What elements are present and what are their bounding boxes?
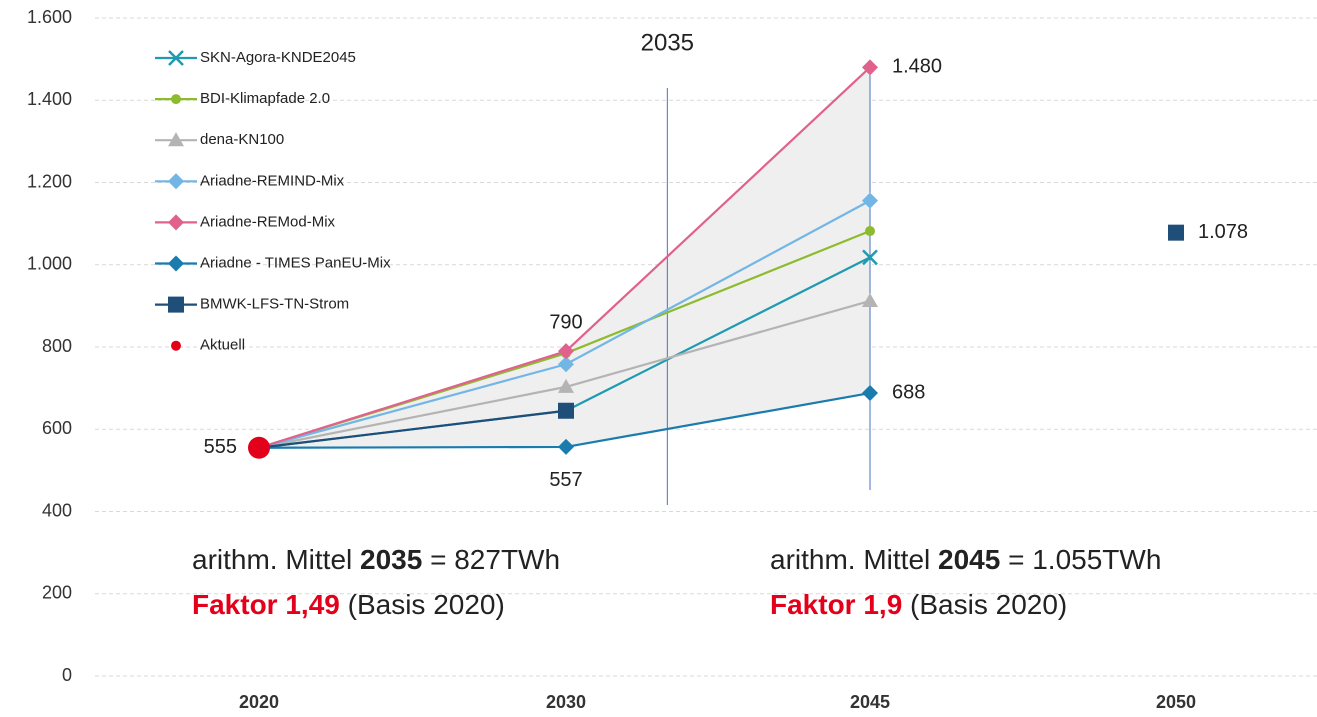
legend-marker bbox=[171, 94, 181, 105]
legend-label: BDI-Klimapfade 2.0 bbox=[200, 90, 330, 107]
data-label: 1.480 bbox=[892, 56, 942, 78]
note-part: (Basis 2020) bbox=[902, 589, 1067, 620]
note: Faktor 1,9 (Basis 2020) bbox=[770, 589, 1067, 620]
marker bbox=[862, 249, 878, 266]
marker bbox=[558, 378, 574, 393]
note-part: arithm. Mittel bbox=[192, 544, 360, 575]
note-part: arithm. Mittel bbox=[770, 544, 938, 575]
marker bbox=[558, 343, 574, 360]
legend-marker bbox=[168, 214, 184, 231]
legend-marker bbox=[168, 173, 184, 190]
y-tick-label: 1.600 bbox=[27, 7, 72, 27]
marker bbox=[248, 436, 270, 459]
marker bbox=[1168, 224, 1184, 241]
note: arithm. Mittel 2045 = 1.055TWh bbox=[770, 544, 1161, 575]
x-tick-label: 2030 bbox=[546, 692, 586, 712]
legend-label: Ariadne-REMIND-Mix bbox=[200, 172, 345, 189]
note-part: 2045 bbox=[938, 544, 1000, 575]
marker bbox=[862, 192, 878, 209]
note-part: = 827TWh bbox=[422, 544, 560, 575]
y-tick-label: 600 bbox=[42, 418, 72, 438]
marker bbox=[558, 402, 574, 419]
series-line bbox=[258, 409, 567, 449]
legend-label: dena-KN100 bbox=[200, 131, 284, 148]
legend-marker bbox=[168, 50, 184, 66]
data-label: 1.078 bbox=[1198, 221, 1248, 243]
range-area bbox=[259, 67, 870, 448]
legend-label: Ariadne - TIMES PanEU-Mix bbox=[200, 254, 391, 271]
legend-label: SKN-Agora-KNDE2045 bbox=[200, 49, 356, 66]
legend-label: Ariadne-REMod-Mix bbox=[200, 213, 336, 230]
x-tick-label: 2045 bbox=[850, 692, 890, 712]
y-tick-label: 1.200 bbox=[27, 171, 72, 191]
note-part: (Basis 2020) bbox=[340, 589, 505, 620]
legend-label: Aktuell bbox=[200, 337, 245, 354]
note-part: = 1.055TWh bbox=[1000, 544, 1161, 575]
legend-marker bbox=[168, 296, 184, 313]
y-tick-label: 200 bbox=[42, 583, 72, 603]
marker bbox=[862, 59, 878, 76]
data-label: 557 bbox=[549, 469, 582, 491]
legend-label: BMWK-LFS-TN-Strom bbox=[200, 296, 349, 313]
note: arithm. Mittel 2035 = 827TWh bbox=[192, 544, 560, 575]
note-part: Faktor 1,9 bbox=[770, 589, 902, 620]
data-label: 688 bbox=[892, 381, 925, 403]
x-tick-label: 2020 bbox=[239, 692, 279, 712]
marker bbox=[558, 356, 574, 373]
data-label: 790 bbox=[549, 311, 582, 333]
y-tick-label: 400 bbox=[42, 500, 72, 520]
note-part: Faktor 1,49 bbox=[192, 589, 340, 620]
y-tick-label: 1.000 bbox=[27, 254, 72, 274]
legend-marker bbox=[168, 255, 184, 272]
y-tick-label: 1.400 bbox=[27, 89, 72, 109]
reference-label: 2035 bbox=[641, 29, 694, 56]
data-label: 555 bbox=[204, 436, 237, 458]
y-tick-label: 0 bbox=[62, 665, 72, 685]
marker bbox=[865, 226, 875, 237]
y-tick-label: 800 bbox=[42, 336, 72, 356]
legend-marker bbox=[168, 132, 184, 147]
marker bbox=[558, 438, 574, 455]
marker bbox=[862, 385, 878, 402]
note: Faktor 1,49 (Basis 2020) bbox=[192, 589, 505, 620]
x-tick-label: 2050 bbox=[1156, 692, 1196, 712]
marker bbox=[862, 292, 878, 307]
note-part: 2035 bbox=[360, 544, 422, 575]
legend-marker bbox=[171, 340, 181, 351]
